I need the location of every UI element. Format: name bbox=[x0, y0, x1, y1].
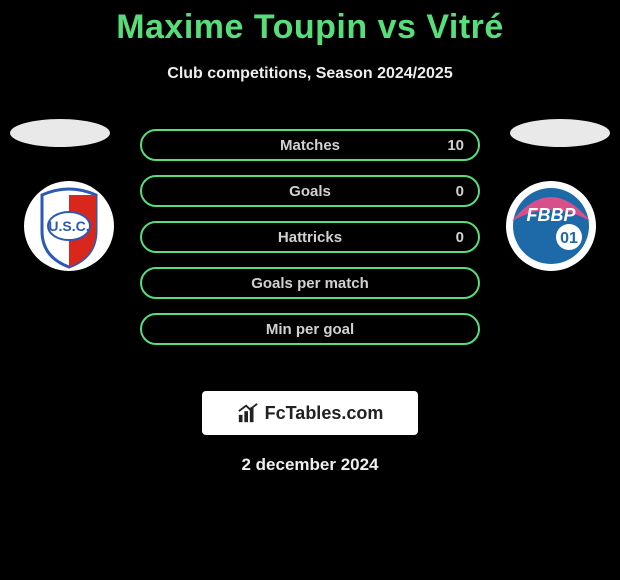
bar-chart-icon bbox=[237, 402, 259, 424]
club-badge-left: U.S.C. bbox=[24, 181, 114, 271]
stat-label: Hattricks bbox=[278, 229, 342, 246]
page-title: Maxime Toupin vs Vitré bbox=[0, 0, 620, 47]
stat-value: 0 bbox=[456, 183, 464, 200]
club-crest-left-icon: U.S.C. bbox=[24, 181, 114, 271]
brand-badge: FcTables.com bbox=[202, 391, 418, 435]
svg-text:FBBP: FBBP bbox=[527, 205, 577, 225]
stat-rows: Matches 10 Goals 0 Hattricks 0 Goals per… bbox=[140, 129, 480, 345]
stat-row: Goals 0 bbox=[140, 175, 480, 207]
svg-text:U.S.C.: U.S.C. bbox=[48, 218, 89, 234]
player-photo-right bbox=[510, 119, 610, 147]
brand-text: FcTables.com bbox=[265, 403, 384, 424]
comparison-stage: U.S.C. FBBP 01 Matches 10 Goals 0 Hattri… bbox=[0, 119, 620, 379]
stat-row: Goals per match bbox=[140, 267, 480, 299]
stat-row: Hattricks 0 bbox=[140, 221, 480, 253]
club-crest-right-icon: FBBP 01 bbox=[506, 181, 596, 271]
stat-label: Min per goal bbox=[266, 321, 354, 338]
stat-value: 10 bbox=[447, 137, 464, 154]
club-badge-right: FBBP 01 bbox=[506, 181, 596, 271]
page-subtitle: Club competitions, Season 2024/2025 bbox=[0, 65, 620, 83]
stat-value: 0 bbox=[456, 229, 464, 246]
svg-text:01: 01 bbox=[560, 230, 578, 247]
stat-label: Goals per match bbox=[251, 275, 369, 292]
stat-row: Min per goal bbox=[140, 313, 480, 345]
stat-label: Matches bbox=[280, 137, 340, 154]
stat-label: Goals bbox=[289, 183, 331, 200]
stat-row: Matches 10 bbox=[140, 129, 480, 161]
player-photo-left bbox=[10, 119, 110, 147]
footer-date: 2 december 2024 bbox=[0, 455, 620, 475]
